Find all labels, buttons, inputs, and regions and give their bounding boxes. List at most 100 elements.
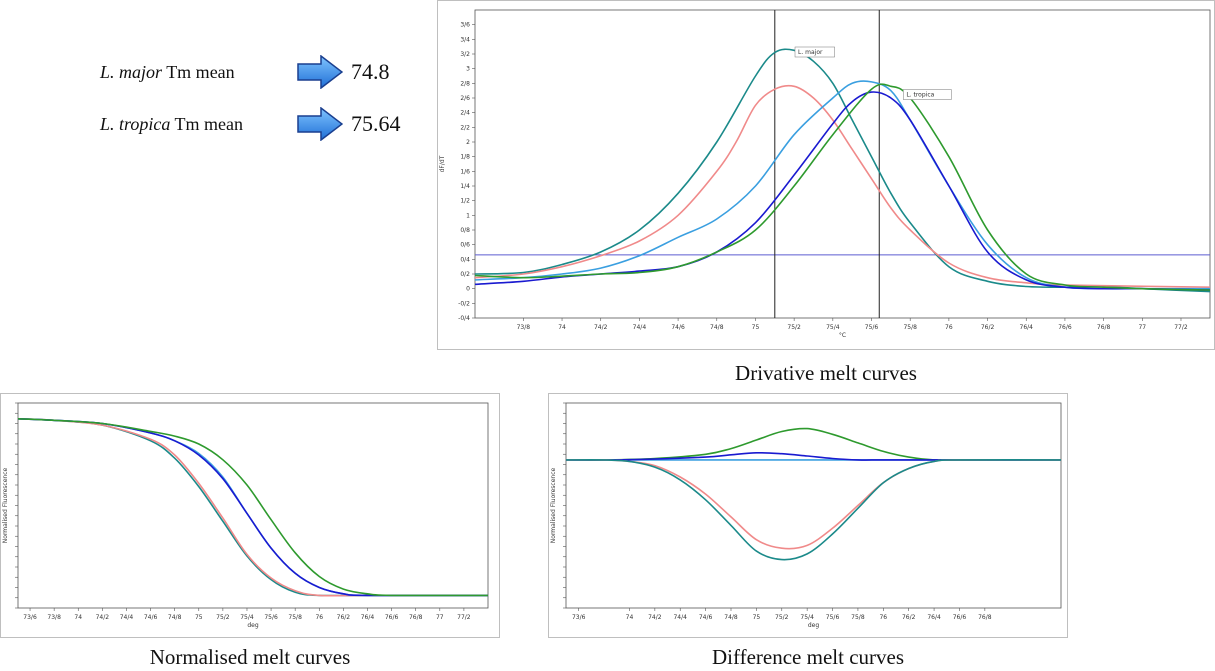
x-axis-label: °C [839, 332, 846, 339]
x-tick-label: 74/8 [724, 614, 738, 621]
x-tick-label: 73/8 [517, 324, 531, 331]
panel-frame [548, 393, 1068, 638]
x-tick-label: 74/2 [648, 614, 662, 621]
tm-label-tropica: L. tropica Tm mean [100, 114, 295, 135]
x-tick-label: 76/4 [361, 614, 375, 621]
tm-value-tropica: 75.64 [351, 111, 401, 136]
x-tick-label: 76/6 [1058, 324, 1072, 331]
x-tick-label: 76 [879, 614, 887, 621]
difference-melt-svg: 73/6 74 74/2 74/4 74/6 74/8 75 75/2 75/4 75/6 75/8… [548, 393, 1068, 638]
y-axis-label: Normalised Fluorescence [2, 467, 9, 543]
x-tick-label: 73/6 [23, 614, 37, 621]
x-tick-label: 76/6 [953, 614, 967, 621]
x-tick-label: 73/6 [572, 614, 586, 621]
y-tick-label: 1 [466, 212, 470, 219]
y-tick-label: 2/2 [460, 124, 470, 131]
annotation-label: L. major [798, 49, 823, 56]
x-tick-label: 76/8 [409, 614, 423, 621]
x-tick-label: 77/2 [1174, 324, 1188, 331]
y-tick-label: 1/6 [460, 168, 470, 175]
x-tick-label: 76/4 [1020, 324, 1034, 331]
x-tick-label: 76/8 [1097, 324, 1111, 331]
y-tick-label: 3/6 [460, 22, 470, 29]
x-tick-label: 74 [558, 324, 566, 331]
species-name: L. major [100, 61, 163, 82]
y-tick-label: 1/4 [460, 183, 470, 190]
x-tick-label: 74/4 [120, 614, 134, 621]
x-tick-label: 76 [315, 614, 323, 621]
arrow-right-icon [297, 55, 343, 89]
y-tick-label: -0/2 [458, 300, 470, 307]
x-tick-label: 75/8 [288, 614, 302, 621]
x-tick-label: 76 [945, 324, 953, 331]
x-tick-label: 75/4 [240, 614, 254, 621]
y-axis-label: dF/dT [439, 155, 446, 172]
tm-summary-tropica: L. tropica Tm mean 75.64 [100, 104, 401, 144]
caption-normalised: Normalised melt curves [149, 645, 351, 669]
x-tick-label: 74/8 [710, 324, 724, 331]
x-tick-label: 75/4 [826, 324, 840, 331]
x-tick-label: 75/8 [903, 324, 917, 331]
x-tick-label: 74/6 [144, 614, 158, 621]
x-tick-label: 75/8 [851, 614, 865, 621]
panel-frame [0, 393, 500, 638]
y-tick-label: -0/4 [458, 315, 470, 322]
normalised-melt-svg: 73/6 73/8 74 74/2 74/4 74/6 74/8 75 75/2 75/4 75/6… [0, 393, 500, 638]
y-tick-label: 0/8 [460, 227, 470, 234]
caption-derivative: Drivative melt curves [735, 361, 917, 385]
x-tick-label: 74 [626, 614, 634, 621]
x-tick-label: 74/4 [673, 614, 687, 621]
x-tick-label: 75/2 [216, 614, 230, 621]
x-tick-label: 76/2 [902, 614, 916, 621]
x-tick-label: 74/6 [699, 614, 713, 621]
x-axis-label: deg [808, 622, 820, 629]
tm-mean-text: Tm mean [162, 61, 235, 82]
x-tick-label: 74/8 [168, 614, 182, 621]
species-name: L. tropica [100, 113, 171, 134]
x-tick-label: 76/2 [981, 324, 995, 331]
x-tick-label: 76/8 [978, 614, 992, 621]
x-tick-label: 75/2 [775, 614, 789, 621]
x-tick-label: 74 [74, 614, 82, 621]
x-tick-label: 73/8 [47, 614, 61, 621]
y-tick-label: 1/8 [460, 154, 470, 161]
x-tick-label: 74/4 [633, 324, 647, 331]
y-tick-label: 3/2 [460, 51, 470, 58]
y-tick-label: 2/6 [460, 95, 470, 102]
x-tick-label: 75/4 [800, 614, 814, 621]
x-tick-label: 75/2 [787, 324, 801, 331]
x-tick-label: 77 [1138, 324, 1146, 331]
tm-summary-major: L. major Tm mean 74.8 [100, 52, 390, 92]
caption-difference: Difference melt curves [711, 645, 904, 669]
y-tick-label: 3 [466, 66, 470, 73]
derivative-melt-svg: 73/8 74 74/2 74/4 74/6 74/8 75 75/2 75/4 75/6 75/8… [437, 0, 1215, 350]
tm-value-major: 74.8 [351, 59, 390, 84]
y-tick-label: 3/4 [460, 36, 470, 43]
series-line-green [17, 418, 489, 597]
series-line-pink [474, 84, 1211, 288]
normalised-melt-chart: 73/6 73/8 74 74/2 74/4 74/6 74/8 75 75/2 75/4 75/6… [0, 393, 500, 638]
series-line-teal [565, 459, 1062, 561]
y-tick-label: 0/2 [460, 271, 470, 278]
x-tick-label: 75 [195, 614, 203, 621]
annotation-label: L. tropica [906, 92, 934, 99]
series-line-teal [474, 48, 1211, 293]
x-tick-label: 77/2 [457, 614, 471, 621]
x-tick-label: 75/6 [865, 324, 879, 331]
difference-melt-chart: 73/6 74 74/2 74/4 74/6 74/8 75 75/2 75/4 75/6 75/8… [548, 393, 1068, 638]
x-tick-label: 74/2 [96, 614, 110, 621]
arrow-right-icon [297, 107, 343, 141]
panel-frame [437, 0, 1215, 350]
x-tick-label: 75 [753, 614, 761, 621]
annotation-box [794, 46, 835, 58]
x-axis-label: deg [247, 622, 259, 629]
y-tick-label: 0 [466, 286, 470, 293]
annotation-box [903, 89, 952, 100]
y-tick-label: 0/4 [460, 256, 470, 263]
x-tick-label: 75/6 [826, 614, 840, 621]
y-tick-label: 2/4 [460, 110, 470, 117]
x-tick-label: 74/2 [594, 324, 608, 331]
series-line-green [474, 83, 1211, 291]
derivative-melt-chart: 73/8 74 74/2 74/4 74/6 74/8 75 75/2 75/4 75/6 75/8… [437, 0, 1215, 350]
y-tick-label: 1/2 [460, 198, 470, 205]
